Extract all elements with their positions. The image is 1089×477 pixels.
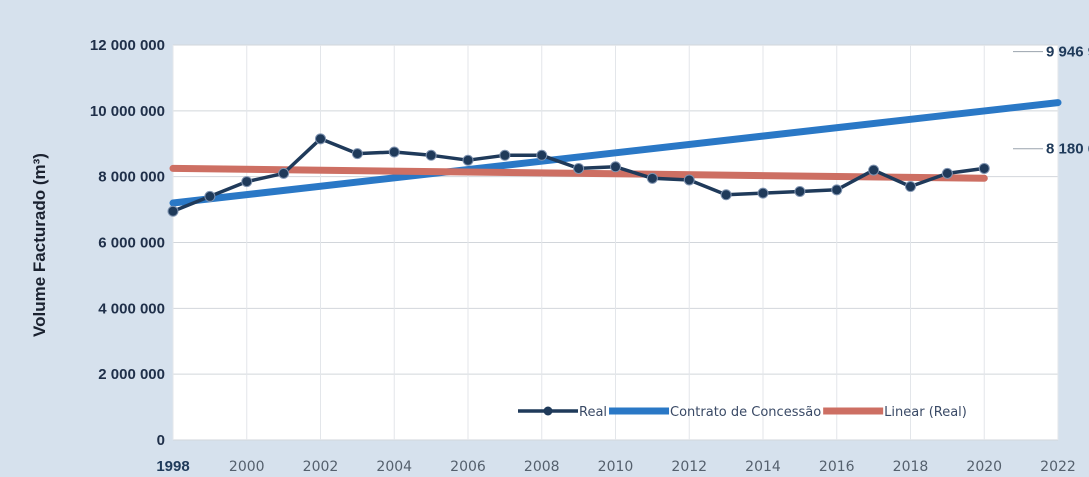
series-line-1 <box>169 99 1062 207</box>
y-tick-label: 10 000 000 <box>90 103 165 120</box>
x-tick-label: 2002 <box>303 459 339 475</box>
annotation-label: 9 946 935 <box>1046 44 1089 61</box>
data-point <box>388 146 400 158</box>
data-point <box>757 187 769 199</box>
data-point <box>941 167 953 179</box>
data-point <box>978 162 990 174</box>
x-tick-label: 2004 <box>376 459 412 475</box>
legend-label: Contrato de Concessão <box>670 405 821 420</box>
data-point <box>499 149 511 161</box>
y-axis-ticks: 0 2 000 000 4 000 000 6 000 000 8 000 000 10 … <box>90 37 165 449</box>
y-tick-label: 4 000 000 <box>98 300 165 317</box>
x-tick-label: 2022 <box>1040 459 1076 475</box>
legend: Real Contrato de Concessão Linear (Real) <box>518 405 967 420</box>
data-point <box>167 205 179 217</box>
data-point <box>720 189 732 201</box>
data-point <box>462 154 474 166</box>
data-point <box>610 161 621 173</box>
x-tick-label: 2012 <box>671 459 707 475</box>
x-tick-label: 2010 <box>598 459 634 475</box>
y-axis-label: Volume Facturado (m³) <box>30 153 49 337</box>
annotations: 9 946 935 8 180 663 <box>1013 44 1089 158</box>
legend-label: Linear (Real) <box>884 405 967 420</box>
data-point <box>646 172 658 184</box>
data-point <box>868 164 880 176</box>
x-tick-label: 2016 <box>819 459 855 475</box>
y-tick-label: 2 000 000 <box>98 366 165 383</box>
y-tick-label: 12 000 000 <box>90 37 165 54</box>
data-point <box>831 184 843 196</box>
x-tick-label: 2018 <box>893 459 929 475</box>
data-point <box>794 185 806 197</box>
legend-marker <box>543 406 553 416</box>
y-tick-label: 0 <box>157 432 165 449</box>
legend-label: Real <box>579 405 607 420</box>
data-point <box>315 133 326 145</box>
data-point <box>278 167 290 179</box>
data-point <box>536 149 548 161</box>
data-point <box>351 148 363 160</box>
x-tick-label: 2008 <box>524 459 560 475</box>
data-point <box>241 176 253 188</box>
x-tick-label: 1998 <box>156 458 189 475</box>
x-axis-ticks: 1998 2000 2002 2004 2006 2008 2010 2012 2014 2016… <box>156 458 1076 475</box>
x-tick-label: 2006 <box>450 459 486 475</box>
x-tick-label: 2014 <box>745 459 781 475</box>
gridlines <box>172 44 1059 441</box>
data-point <box>204 190 216 202</box>
x-tick-label: 2000 <box>229 459 265 475</box>
data-point <box>425 149 437 161</box>
x-tick-label: 2020 <box>966 459 1002 475</box>
annotation-label: 8 180 663 <box>1046 141 1089 158</box>
y-tick-label: 6 000 000 <box>98 235 165 252</box>
data-point <box>573 162 585 174</box>
y-tick-label: 8 000 000 <box>98 169 165 186</box>
data-point <box>683 174 695 186</box>
data-point <box>905 181 916 193</box>
series-layer <box>167 99 1062 217</box>
